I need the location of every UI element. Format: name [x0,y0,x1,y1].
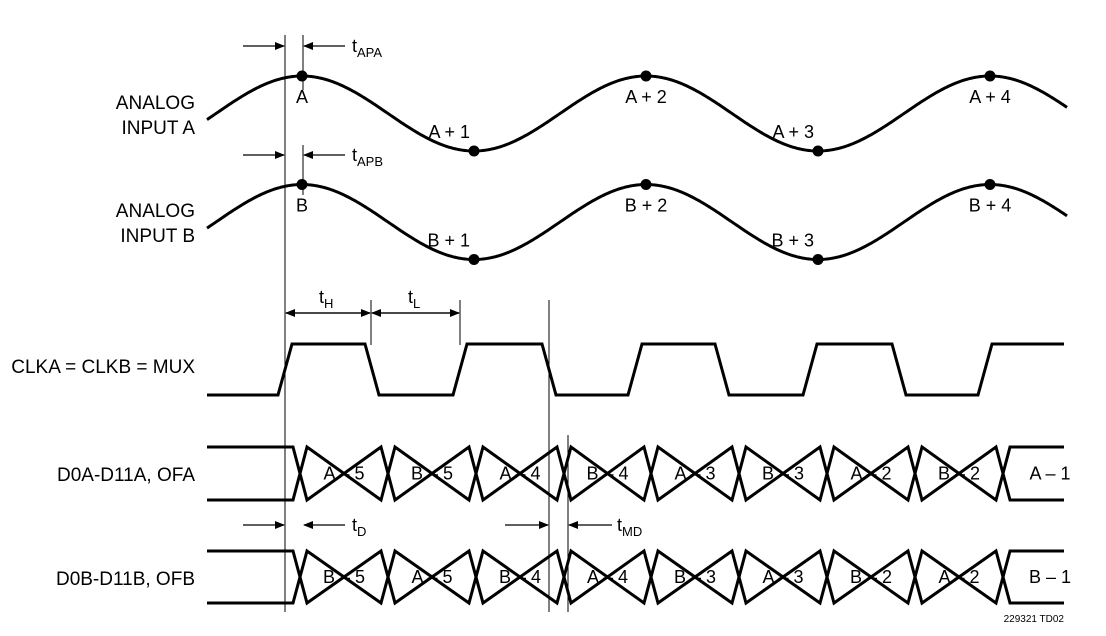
bus-a-cell: B – 5 [411,464,453,484]
bus-b-cell: B – 2 [850,567,892,587]
t-h-annotation: tH [285,287,372,345]
svg-text:tL: tL [408,287,420,311]
sample-a-label: A + 4 [969,87,1011,107]
analog-input-b-label-line1: ANALOG [116,201,195,222]
sample-b-point [468,254,480,265]
sample-a-point [984,70,996,82]
analog-input-b-waveform [206,183,1068,261]
bus-a-cell: A – 1 [1029,464,1070,484]
analog-input-a-samples: A A + 1 A + 2 A + 3 A + 4 [296,70,1011,157]
bus-b-waveform: B – 5 A – 5 B – 4 A – 4 B – 3 A – 3 B – 2 A – 2… [207,548,1071,606]
bus-b-cell: B – 5 [323,567,365,587]
figure-code: 229321 TD02 [1004,614,1065,625]
sample-b-point [984,179,996,190]
clock-waveform [207,342,1064,397]
t-md-annotation: tMD [505,515,642,539]
svg-text:tH: tH [319,287,333,311]
svg-text:tD: tD [352,515,366,539]
sample-b-label: B [296,196,308,216]
bus-b-cell: B – 1 [1029,567,1071,587]
t-h-main: t [319,287,324,307]
sample-a-point [296,70,308,82]
t-d-main: t [352,515,357,535]
sample-b-point [640,179,652,190]
bus-a-line-lower [207,444,1064,503]
analog-input-a-label-line2: INPUT A [121,118,195,139]
sample-a-label: A [296,87,308,107]
bus-a-cell: A – 5 [323,464,364,484]
bus-b-cell: A – 4 [587,567,628,587]
bus-a-label: D0A-D11A, OFA [57,465,195,486]
bus-a-waveform: A – 5 B – 5 A – 4 B – 4 A – 3 B – 3 A – 2 B – 2… [207,444,1071,503]
t-apa-annotation: tAPA [243,36,382,60]
sample-a-label: A + 1 [428,122,470,142]
sample-a-point [640,70,652,82]
t-md-main: t [617,515,622,535]
analog-input-a-label-line1: ANALOG [116,93,195,114]
svg-text:tMD: tMD [617,515,642,539]
analog-input-a-waveform [206,74,1068,153]
bus-a-cell: A – 2 [850,464,891,484]
bus-b-label: D0B-D11B, OFB [56,569,195,590]
t-apb-sub: APB [357,154,383,169]
t-d-annotation: tD [243,515,366,539]
t-h-sub: H [324,296,333,311]
bus-b-cell: B – 4 [499,567,541,587]
clock-label: CLKA = CLKB = MUX [11,357,195,378]
bus-a-cell: B – 4 [586,464,628,484]
sample-b-label: B + 3 [771,231,814,251]
bus-b-cell: A – 2 [938,567,979,587]
bus-b-line-lower [207,548,1064,606]
bus-a-cell: B – 2 [938,464,980,484]
t-l-annotation: tL [371,287,460,317]
t-apb-main: t [352,145,357,165]
bus-a-cell: B – 3 [762,464,804,484]
sample-b-point [812,254,824,265]
t-apa-main: t [352,36,357,56]
sample-a-point [468,145,480,157]
svg-text:tAPA: tAPA [352,36,382,60]
t-d-sub: D [357,524,366,539]
sample-a-label: A + 3 [772,122,814,142]
analog-input-b-samples: B B + 1 B + 2 B + 3 B + 4 [296,179,1011,265]
sample-b-label: B + 2 [625,196,668,216]
sample-b-label: B + 1 [427,231,470,251]
bus-a-cell: A – 4 [499,464,540,484]
bus-b-cell: A – 3 [762,567,803,587]
bus-b-cell: B – 3 [674,567,716,587]
sample-b-label: B + 4 [969,196,1012,216]
bus-b-cell: A – 5 [411,567,452,587]
t-md-sub: MD [622,524,642,539]
sample-b-point [296,179,308,190]
bus-a-cell: A – 3 [674,464,715,484]
t-l-main: t [408,287,413,307]
t-apb-annotation: tAPB [243,145,383,169]
sample-a-point [812,145,824,157]
t-apa-sub: APA [357,45,382,60]
analog-input-b-label-line2: INPUT B [120,226,195,247]
t-l-sub: L [413,296,420,311]
svg-text:tAPB: tAPB [352,145,383,169]
sample-a-label: A + 2 [625,87,667,107]
